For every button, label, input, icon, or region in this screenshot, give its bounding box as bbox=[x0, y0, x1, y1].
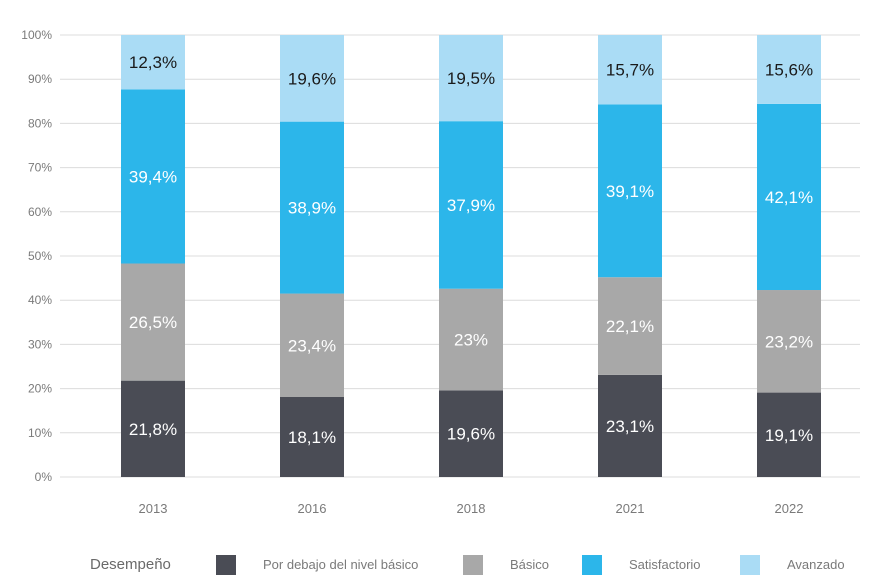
bar-segment bbox=[280, 121, 344, 294]
data-label: 37,9% bbox=[447, 196, 495, 215]
data-label: 19,6% bbox=[288, 69, 336, 88]
y-tick-label: 10% bbox=[28, 426, 52, 440]
data-label: 23,4% bbox=[288, 336, 336, 355]
y-tick-label: 60% bbox=[28, 205, 52, 219]
y-tick-label: 50% bbox=[28, 249, 52, 263]
y-tick-label: 20% bbox=[28, 382, 52, 396]
bar-segment bbox=[121, 263, 185, 381]
legend-swatch bbox=[582, 555, 602, 575]
data-label: 19,5% bbox=[447, 69, 495, 88]
bar-segment bbox=[757, 35, 821, 104]
bar-segment bbox=[121, 35, 185, 90]
bar-segment bbox=[121, 89, 185, 264]
bar-segment bbox=[121, 380, 185, 477]
bar-segment bbox=[598, 374, 662, 477]
data-label: 23% bbox=[454, 331, 488, 350]
bar-segment bbox=[280, 396, 344, 477]
legend-label: Avanzado bbox=[787, 557, 845, 572]
legend-swatch bbox=[740, 555, 760, 575]
legend: Desempeño Por debajo del nivel básico Bás… bbox=[90, 555, 845, 575]
bar-segment bbox=[757, 392, 821, 477]
data-label: 23,2% bbox=[765, 332, 813, 351]
y-tick-label: 30% bbox=[28, 337, 52, 351]
x-tick-label: 2013 bbox=[139, 501, 168, 516]
data-label: 42,1% bbox=[765, 188, 813, 207]
bar-segment bbox=[598, 104, 662, 278]
data-label: 15,7% bbox=[606, 61, 654, 80]
x-tick-label: 2016 bbox=[298, 501, 327, 516]
data-label: 21,8% bbox=[129, 420, 177, 439]
bar-segment bbox=[280, 293, 344, 397]
y-tick-label: 100% bbox=[21, 28, 52, 42]
legend-label: Básico bbox=[510, 557, 549, 572]
bar-segment bbox=[598, 277, 662, 375]
x-axis-ticks: 2013 2016 2018 2021 2022 bbox=[139, 501, 804, 516]
y-tick-label: 80% bbox=[28, 116, 52, 130]
data-label: 26,5% bbox=[129, 313, 177, 332]
data-label: 12,3% bbox=[129, 53, 177, 72]
x-tick-label: 2021 bbox=[616, 501, 645, 516]
bar-segment bbox=[598, 35, 662, 105]
data-label: 39,4% bbox=[129, 167, 177, 186]
data-label: 23,1% bbox=[606, 417, 654, 436]
x-tick-label: 2022 bbox=[775, 501, 804, 516]
legend-swatch bbox=[463, 555, 483, 575]
bar-segment bbox=[757, 290, 821, 393]
legend-title: Desempeño bbox=[90, 556, 171, 573]
bars bbox=[121, 35, 821, 477]
y-tick-label: 70% bbox=[28, 161, 52, 175]
data-label: 38,9% bbox=[288, 199, 336, 218]
data-label: 22,1% bbox=[606, 317, 654, 336]
data-labels: 21,8% 26,5% 39,4% 12,3% 18,1% 23,4% 38,9% 19,6%… bbox=[129, 53, 813, 447]
data-label: 19,1% bbox=[765, 426, 813, 445]
y-tick-label: 40% bbox=[28, 293, 52, 307]
legend-swatch bbox=[216, 555, 236, 575]
y-axis-ticks: 0% 10% 20% 30% 40% 50% 60% 70% 80% 90% 100% bbox=[21, 28, 52, 484]
data-label: 18,1% bbox=[288, 428, 336, 447]
bar-segment bbox=[280, 35, 344, 122]
legend-label: Por debajo del nivel básico bbox=[263, 557, 418, 572]
legend-label: Satisfactorio bbox=[629, 557, 701, 572]
y-tick-label: 0% bbox=[35, 470, 53, 484]
data-label: 19,6% bbox=[447, 425, 495, 444]
data-label: 39,1% bbox=[606, 182, 654, 201]
bar-segment bbox=[439, 35, 503, 122]
bar-segment bbox=[757, 103, 821, 291]
y-tick-label: 90% bbox=[28, 72, 52, 86]
bar-segment bbox=[439, 121, 503, 289]
bar-segment bbox=[439, 390, 503, 477]
x-tick-label: 2018 bbox=[457, 501, 486, 516]
data-label: 15,6% bbox=[765, 60, 813, 79]
bar-segment bbox=[439, 288, 503, 391]
